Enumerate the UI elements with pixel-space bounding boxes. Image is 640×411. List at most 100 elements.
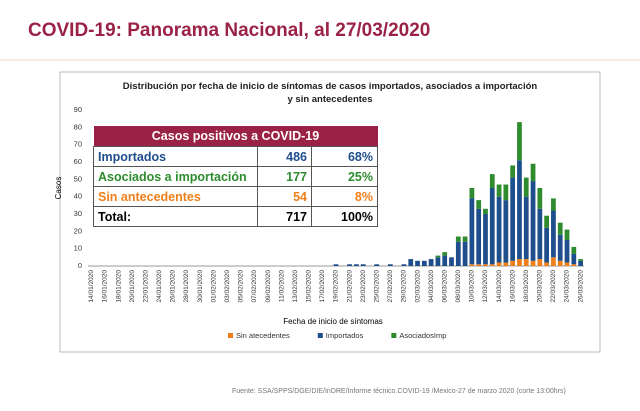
table-cell: Total: xyxy=(93,206,258,227)
bar xyxy=(510,260,516,266)
bar xyxy=(469,188,475,199)
bar xyxy=(523,259,529,266)
table-cell: Sin antecedentes xyxy=(93,186,258,207)
bar xyxy=(449,257,454,266)
x-axis-title: Fecha de inicio de síntomas xyxy=(283,317,383,326)
bar xyxy=(483,208,488,214)
table-row: Sin antecedentes 54 8% xyxy=(93,186,378,207)
bar xyxy=(571,264,577,266)
table-cell: 100% xyxy=(311,206,378,227)
table-row: Importados 486 68% xyxy=(93,146,378,167)
bar xyxy=(530,163,536,182)
y-tick-label: 30 xyxy=(74,209,82,218)
bar xyxy=(544,215,550,228)
bar xyxy=(347,264,352,266)
bar xyxy=(469,198,475,265)
bar xyxy=(489,188,495,265)
bar xyxy=(523,196,529,260)
x-tick-label: 19/02/2020 xyxy=(333,270,340,303)
legend-label: Importados xyxy=(326,331,364,340)
table-cell: 54 xyxy=(257,186,312,207)
x-tick-label: 27/02/2020 xyxy=(387,270,394,303)
x-tick-label: 24/03/2020 xyxy=(564,270,571,303)
y-tick-label: 90 xyxy=(74,105,82,114)
table-cell: 25% xyxy=(311,166,378,187)
bar xyxy=(530,260,536,266)
bar xyxy=(537,208,543,260)
x-tick-label: 26/01/2020 xyxy=(170,270,177,303)
bar xyxy=(503,184,509,201)
bar xyxy=(571,246,577,254)
bar xyxy=(496,196,502,263)
bar xyxy=(408,259,414,266)
x-tick-label: 22/03/2020 xyxy=(550,270,557,303)
x-tick-label: 28/01/2020 xyxy=(183,270,190,303)
table-cell: 68% xyxy=(311,146,378,167)
x-tick-label: 21/02/2020 xyxy=(346,270,353,303)
table-cell: 8% xyxy=(311,186,378,207)
x-tick-label: 09/02/2020 xyxy=(265,270,272,303)
bar xyxy=(578,260,583,266)
table-cell: 177 xyxy=(257,166,312,187)
bar xyxy=(557,234,563,261)
bar xyxy=(578,259,583,261)
bar xyxy=(462,241,468,266)
x-tick-label: 08/03/2020 xyxy=(455,270,462,303)
y-tick-label: 60 xyxy=(74,157,82,166)
x-tick-label: 07/02/2020 xyxy=(251,270,258,303)
x-tick-label: 14/03/2020 xyxy=(496,270,503,303)
x-tick-label: 23/02/2020 xyxy=(360,270,367,303)
bar xyxy=(517,160,522,260)
x-tick-label: 14/01/2020 xyxy=(88,270,95,303)
bar xyxy=(401,264,407,266)
bar xyxy=(462,236,468,242)
chart-title: Distribución por fecha de inicio de sínt… xyxy=(122,81,538,105)
bar xyxy=(564,240,570,263)
x-tick-label: 29/02/2020 xyxy=(401,270,408,303)
bar xyxy=(557,222,563,235)
table-cell: 486 xyxy=(257,146,312,167)
table-cell: Asociados a importación xyxy=(93,166,258,187)
bar xyxy=(489,174,495,188)
x-tick-label: 06/03/2020 xyxy=(441,270,448,303)
bar xyxy=(564,262,570,266)
source-note: Fuente: SSA/SPPS/DGE/DIE/InDRE/Informe t… xyxy=(232,388,566,395)
legend-label: AsociadosImp xyxy=(399,331,446,340)
bar xyxy=(483,264,488,266)
x-tick-label: 16/03/2020 xyxy=(509,270,516,303)
legend-swatch xyxy=(317,333,323,338)
bar xyxy=(557,260,563,266)
x-tick-label: 18/03/2020 xyxy=(523,270,530,303)
table-cell: 717 xyxy=(257,206,312,227)
x-tick-label: 18/01/2020 xyxy=(115,270,122,303)
bar xyxy=(489,264,495,266)
y-tick-label: 70 xyxy=(74,140,82,149)
x-tick-label: 04/03/2020 xyxy=(428,270,435,303)
x-tick-label: 24/01/2020 xyxy=(156,270,163,303)
bar xyxy=(551,210,556,258)
bar xyxy=(517,122,522,161)
x-tick-label: 17/02/2020 xyxy=(319,270,326,303)
x-tick-label: 12/03/2020 xyxy=(482,270,489,303)
bar xyxy=(476,200,482,209)
bar xyxy=(544,262,550,266)
y-axis-title: Casos xyxy=(54,177,63,200)
table-header: Casos positivos a COVID-19 xyxy=(93,126,378,147)
y-tick-label: 80 xyxy=(74,122,82,131)
bar xyxy=(354,264,359,266)
bar xyxy=(455,241,461,266)
bar xyxy=(537,259,543,266)
x-tick-label: 13/02/2020 xyxy=(292,270,299,303)
x-tick-label: 16/01/2020 xyxy=(102,270,109,303)
x-tick-label: 20/01/2020 xyxy=(129,270,136,303)
bar xyxy=(333,264,339,266)
chart-frame xyxy=(59,71,601,353)
y-tick-label: 40 xyxy=(74,192,82,201)
bar xyxy=(435,255,441,258)
bar xyxy=(517,259,522,266)
bar xyxy=(496,184,502,197)
bar xyxy=(442,255,448,266)
legend-label: Sin atecedentes xyxy=(236,331,290,340)
